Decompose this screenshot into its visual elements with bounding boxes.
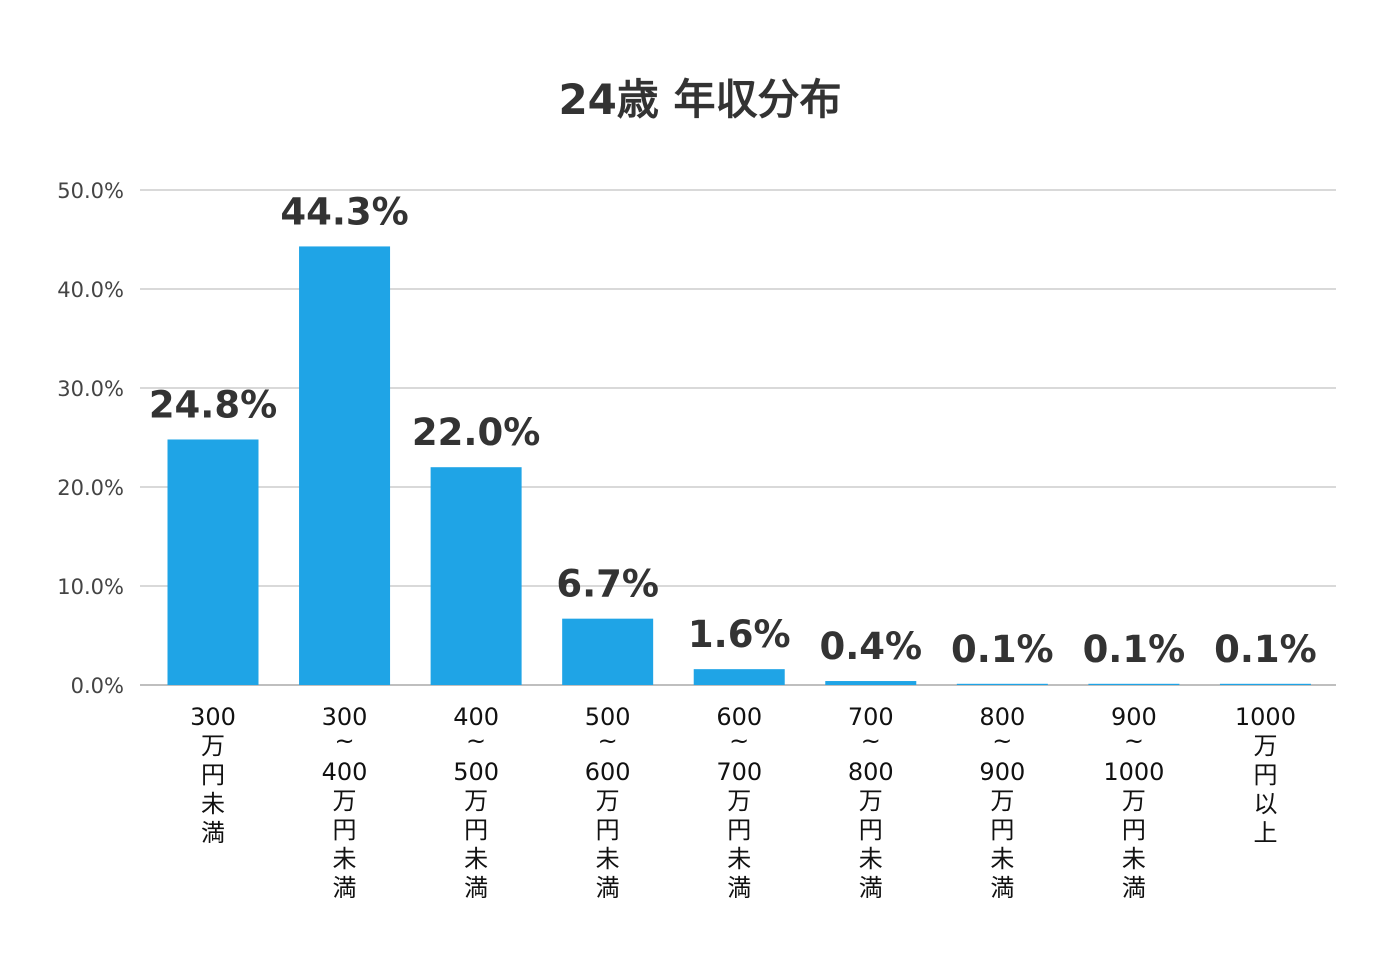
- y-axis-ticks: 0.0% 10.0% 20.0% 30.0% 40.0% 50.0%: [57, 179, 124, 698]
- category-label-line: 未: [464, 845, 488, 873]
- bars: [167, 246, 1311, 685]
- category-label-line: 満: [990, 874, 1014, 902]
- y-tick-label: 30.0%: [57, 377, 124, 401]
- category-label-line: 300: [322, 703, 368, 731]
- category-label-line: 以: [1253, 790, 1277, 818]
- category-label-line: ~: [466, 727, 486, 755]
- category-label-line: ~: [335, 727, 355, 755]
- data-label: 22.0%: [412, 411, 540, 454]
- category-label-line: 800: [848, 758, 894, 786]
- category-label-line: ~: [992, 727, 1012, 755]
- category-label-line: 万: [1253, 732, 1277, 760]
- bar: [1219, 683, 1311, 685]
- category-label-line: 円: [596, 816, 620, 844]
- category-label-line: 満: [464, 874, 488, 902]
- category-label-line: 800: [979, 703, 1025, 731]
- category-label-line: 万: [464, 787, 488, 815]
- category-label-line: 600: [585, 758, 631, 786]
- category-label-line: 900: [979, 758, 1025, 786]
- category-label-line: 円: [1253, 761, 1277, 789]
- data-label: 24.8%: [149, 383, 277, 426]
- category-label-line: 円: [990, 816, 1014, 844]
- category-label-line: 500: [453, 758, 499, 786]
- category-label-line: 満: [596, 874, 620, 902]
- data-label: 0.4%: [819, 625, 922, 668]
- data-label: 0.1%: [1083, 628, 1186, 671]
- category-label-line: 万: [1122, 787, 1146, 815]
- category-label-line: 万: [727, 787, 751, 815]
- category-label-line: 900: [1111, 703, 1157, 731]
- category-label-line: 円: [201, 761, 225, 789]
- category-label-line: 円: [859, 816, 883, 844]
- y-tick-label: 20.0%: [57, 476, 124, 500]
- category-label-line: 未: [333, 845, 357, 873]
- category-label-line: 万: [859, 787, 883, 815]
- y-tick-label: 10.0%: [57, 575, 124, 599]
- chart-title: 24歳 年収分布: [558, 75, 842, 124]
- y-tick-label: 50.0%: [57, 179, 124, 203]
- category-label-line: 万: [596, 787, 620, 815]
- category-label-line: 満: [333, 874, 357, 902]
- category-label-line: 満: [1122, 874, 1146, 902]
- category-label-line: 円: [727, 816, 751, 844]
- bar: [693, 669, 785, 685]
- category-label-line: 未: [1122, 845, 1146, 873]
- bar: [956, 683, 1048, 685]
- category-label-line: 未: [201, 790, 225, 818]
- category-label-line: 500: [585, 703, 631, 731]
- category-label-line: 上: [1253, 819, 1277, 847]
- category-label-line: 未: [596, 845, 620, 873]
- category-label-line: 300: [190, 703, 236, 731]
- y-tick-label: 0.0%: [71, 674, 124, 698]
- category-label-line: 未: [859, 845, 883, 873]
- bar: [825, 681, 917, 685]
- bar: [299, 246, 391, 685]
- data-labels: 24.8% 44.3% 22.0% 6.7% 1.6% 0.4% 0.1% 0.1% 0.1%: [149, 190, 1317, 670]
- category-label-line: ~: [1124, 727, 1144, 755]
- category-label-line: 400: [322, 758, 368, 786]
- category-label-line: 満: [859, 874, 883, 902]
- category-label-line: 1000: [1103, 758, 1164, 786]
- bar: [430, 467, 522, 685]
- bar: [562, 618, 654, 685]
- category-label-line: ~: [861, 727, 881, 755]
- data-label: 0.1%: [1214, 628, 1317, 671]
- category-label-line: 未: [990, 845, 1014, 873]
- category-label-line: 万: [990, 787, 1014, 815]
- x-axis-categories: 300万円未満300~400万円未満400~500万円未満500~600万円未満…: [190, 703, 1296, 902]
- category-label-line: 万: [201, 732, 225, 760]
- category-label-line: 満: [727, 874, 751, 902]
- category-label-line: 円: [1122, 816, 1146, 844]
- category-label-line: 700: [716, 758, 762, 786]
- category-label-line: 1000: [1235, 703, 1296, 731]
- category-label-line: 万: [333, 787, 357, 815]
- y-tick-label: 40.0%: [57, 278, 124, 302]
- data-label: 0.1%: [951, 628, 1054, 671]
- bar: [1088, 683, 1180, 685]
- bar: [167, 439, 259, 685]
- category-label-line: ~: [598, 727, 618, 755]
- category-label-line: 未: [727, 845, 751, 873]
- category-label-line: 400: [453, 703, 499, 731]
- data-label: 6.7%: [556, 563, 659, 606]
- category-label-line: 600: [716, 703, 762, 731]
- data-label: 44.3%: [280, 190, 408, 233]
- category-label-line: ~: [729, 727, 749, 755]
- category-label-line: 円: [333, 816, 357, 844]
- category-label-line: 700: [848, 703, 894, 731]
- category-label-line: 満: [201, 819, 225, 847]
- category-label-line: 円: [464, 816, 488, 844]
- data-label: 1.6%: [688, 613, 791, 656]
